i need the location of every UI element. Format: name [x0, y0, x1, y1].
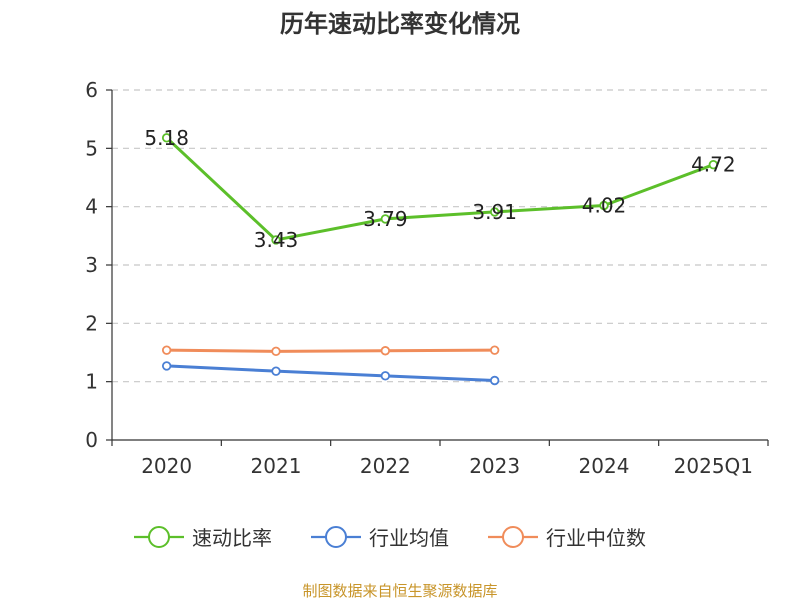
legend[interactable]: 速动比率 行业均值 行业中位数: [134, 526, 646, 550]
data-label: 4.02: [582, 194, 627, 218]
data-point[interactable]: [380, 371, 391, 381]
legend-marker: [148, 526, 170, 548]
data-point[interactable]: [380, 214, 391, 224]
data-label: 3.91: [472, 200, 517, 224]
data-point[interactable]: [271, 346, 281, 357]
y-tick-label: 3: [85, 253, 98, 277]
y-tick-label: 2: [85, 311, 98, 335]
x-tick-label: 2020: [141, 454, 192, 478]
data-point[interactable]: [489, 345, 500, 355]
data-label: 5.18: [144, 126, 189, 150]
y-tick-label: 1: [85, 370, 98, 394]
data-point[interactable]: [708, 159, 719, 170]
gridlines: [112, 89, 768, 383]
data-point[interactable]: [489, 207, 500, 217]
series-line: [166, 364, 495, 382]
data-labels: 5.18 3.43 3.79 3.91 4.02 4.72: [144, 126, 735, 252]
x-tick-label: 2024: [579, 454, 630, 478]
data-point[interactable]: [161, 361, 172, 371]
data-label: 3.79: [363, 207, 408, 231]
axes: 0 1 2 3 4 5 6 2020 2021 2022 2023 2024 2025Q1: [85, 78, 769, 478]
data-point[interactable]: [599, 200, 609, 211]
legend-item[interactable]: 速动比率: [134, 526, 272, 550]
data-point[interactable]: [161, 133, 172, 143]
data-point[interactable]: [271, 235, 281, 245]
source-note: 制图数据来自恒生聚源数据库: [302, 582, 497, 600]
chart-title: 历年速动比率变化情况: [280, 10, 520, 38]
data-label: 4.72: [691, 153, 736, 177]
legend-item[interactable]: 行业均值: [311, 526, 449, 550]
x-tick-label: 2023: [469, 454, 520, 478]
x-tick-label: 2025Q1: [674, 454, 753, 478]
data-label: 3.43: [254, 228, 299, 252]
data-point[interactable]: [380, 346, 391, 356]
y-tick-label: 6: [85, 78, 98, 102]
y-tick-label: 5: [85, 136, 98, 160]
legend-marker: [325, 526, 347, 548]
x-tick-label: 2022: [360, 454, 411, 478]
legend-label: 行业中位数: [546, 526, 646, 550]
data-point[interactable]: [489, 375, 500, 386]
legend-label: 速动比率: [192, 526, 272, 550]
y-tick-label: 4: [85, 195, 98, 219]
y-tick-label: 0: [85, 428, 98, 452]
series-line: [166, 348, 495, 353]
x-tick-label: 2021: [251, 454, 302, 478]
legend-item[interactable]: 行业中位数: [488, 526, 646, 550]
data-point[interactable]: [271, 366, 281, 376]
legend-label: 行业均值: [369, 526, 449, 550]
series-group: [161, 133, 719, 386]
series-line: [165, 136, 714, 242]
legend-marker: [502, 526, 524, 548]
data-point[interactable]: [161, 345, 172, 355]
